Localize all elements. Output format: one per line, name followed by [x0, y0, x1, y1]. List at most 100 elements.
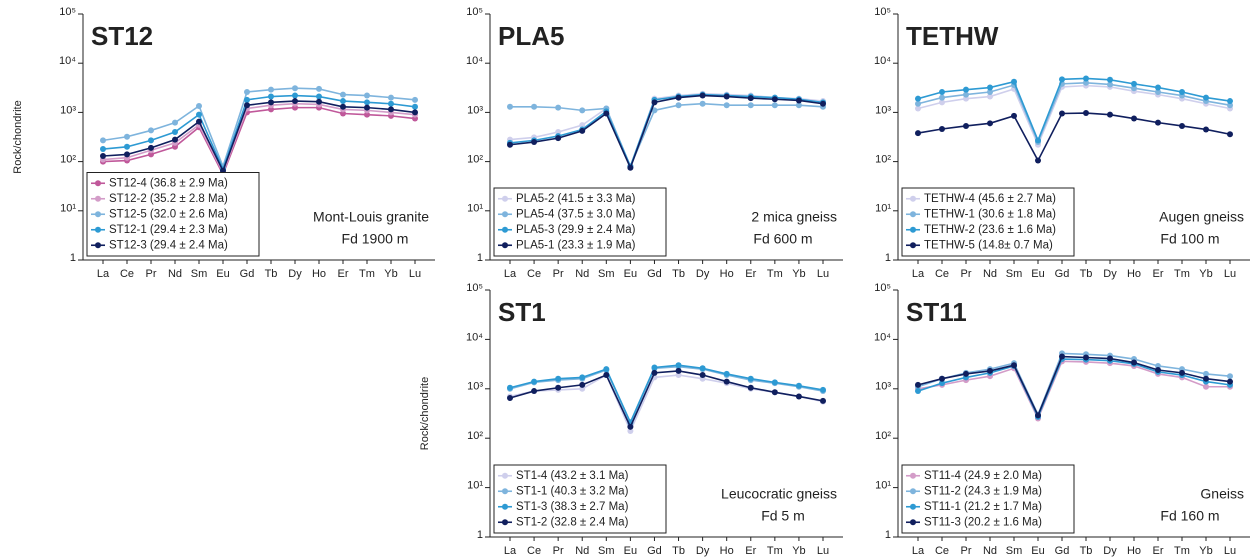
data-point: [100, 152, 106, 159]
data-point: [100, 137, 106, 144]
data-point: [555, 104, 562, 111]
data-point: [364, 111, 370, 118]
y-tick-label: 10¹: [60, 203, 76, 215]
x-tick-label: Ce: [935, 268, 949, 280]
data-point: [627, 164, 634, 171]
x-tick-label: Dy: [288, 268, 302, 280]
legend-label: ST12-3 (29.4 ± 2.4 Ma): [109, 239, 228, 251]
data-point: [1227, 378, 1233, 385]
data-point: [1203, 375, 1209, 382]
y-tick-label: 10¹: [467, 203, 483, 215]
legend-label: TETHW-4 (45.6 ± 2.7 Ma): [924, 193, 1056, 205]
y-tick-label: 10⁵: [874, 282, 891, 294]
series-line: [509, 94, 824, 170]
data-point: [507, 395, 513, 402]
series-line: [102, 87, 416, 169]
legend-label: ST12-5 (32.0 ± 2.6 Ma): [109, 208, 228, 220]
x-tick-label: Yb: [384, 268, 397, 280]
legend-box: [901, 464, 1075, 534]
data-point: [1203, 383, 1209, 390]
legend-label: PLA5-1 (23.3 ± 1.9 Ma): [516, 239, 636, 251]
data-point: [244, 102, 250, 109]
data-point: [388, 106, 394, 113]
legend-label: ST11-4 (24.9 ± 2.0 Ma): [924, 470, 1042, 482]
series-line: [917, 112, 1231, 163]
data-point: [364, 104, 370, 111]
data-point: [987, 93, 993, 100]
x-tick-label: Nd: [575, 268, 589, 280]
x-tick-label: Tm: [359, 268, 375, 280]
data-point: [987, 367, 993, 374]
legend-label: ST11-3 (20.2 ± 1.6 Ma): [924, 516, 1042, 528]
panel: 1 10¹ 10² 10³ 10⁴ 10⁵ La Ce Pr Nd Sm Eu Gd Tb Dy Ho Er Tm…: [874, 282, 1250, 557]
x-tick-label: Ho: [1127, 268, 1141, 280]
legend-marker: [502, 226, 508, 233]
x-tick-label: Gd: [1055, 545, 1070, 557]
data-point: [316, 85, 322, 92]
data-point: [939, 375, 945, 382]
data-point: [1203, 126, 1209, 133]
series-line: [917, 352, 1231, 417]
data-point: [268, 93, 274, 100]
legend-label: ST1-4 (43.2 ± 3.1 Ma): [516, 470, 629, 482]
data-point: [723, 93, 730, 100]
y-tick-label: 10²: [467, 154, 483, 166]
x-tick-label: Dy: [696, 268, 710, 280]
data-point: [1155, 367, 1161, 374]
data-point: [172, 119, 178, 126]
annotation: Fd 600 m: [753, 231, 812, 247]
y-tick-label: 10³: [875, 104, 891, 116]
data-point: [579, 374, 586, 381]
legend-label: ST12-1 (29.4 ± 2.3 Ma): [109, 224, 228, 236]
data-point: [148, 151, 154, 158]
x-tick-label: Yb: [792, 268, 805, 280]
data-point: [579, 127, 586, 134]
y-tick-label: 10⁵: [466, 6, 483, 18]
x-tick-label: Pr: [146, 268, 157, 280]
x-tick-label: Ho: [720, 268, 734, 280]
data-point: [1131, 85, 1137, 92]
data-point: [412, 103, 418, 110]
data-point: [1155, 88, 1161, 95]
legend-label: ST11-2 (24.3 ± 1.9 Ma): [924, 485, 1042, 497]
data-point: [244, 96, 250, 103]
series-line: [509, 370, 824, 429]
x-tick-label: Tb: [672, 545, 685, 557]
data-point: [1035, 157, 1041, 164]
x-tick-label: Tm: [1174, 545, 1190, 557]
legend-marker: [502, 242, 508, 249]
x-tick-label: Sm: [1006, 545, 1023, 557]
panel: 1 10¹ 10² 10³ 10⁴ 10⁵ La Ce Pr Nd Sm Eu Gd Tb Dy Ho Er Tm…: [419, 282, 843, 557]
data-point: [316, 98, 322, 105]
data-point: [579, 122, 586, 129]
data-point: [1011, 362, 1017, 369]
data-point: [1179, 122, 1185, 129]
x-tick-label: Ho: [720, 545, 734, 557]
data-point: [939, 94, 945, 101]
legend-marker: [910, 519, 916, 526]
y-tick-label: 1: [885, 529, 891, 541]
data-point: [675, 372, 682, 379]
data-point: [148, 144, 154, 151]
series-line: [509, 365, 824, 426]
data-point: [795, 382, 802, 389]
y-tick-label: 10⁴: [874, 331, 891, 343]
legend-marker: [502, 211, 508, 218]
data-point: [820, 386, 826, 393]
y-tick-label: 10³: [467, 104, 483, 116]
legend-label: TETHW-2 (23.6 ± 1.6 Ma): [924, 224, 1056, 236]
panel-title: TETHW: [906, 21, 999, 51]
x-tick-label: Lu: [1224, 268, 1236, 280]
x-tick-label: Sm: [598, 545, 615, 557]
data-point: [507, 384, 513, 391]
data-point: [795, 97, 802, 104]
data-point: [820, 100, 826, 107]
panel: 1 10¹ 10² 10³ 10⁴ 10⁵ La Ce Pr Nd Sm Eu Gd Tb Dy Ho Er Tm…: [466, 6, 843, 280]
x-tick-label: La: [504, 545, 517, 557]
data-point: [939, 88, 945, 95]
data-point: [268, 86, 274, 93]
data-point: [939, 99, 945, 106]
x-tick-label: Ho: [312, 268, 326, 280]
data-point: [723, 370, 730, 377]
data-point: [124, 143, 130, 150]
